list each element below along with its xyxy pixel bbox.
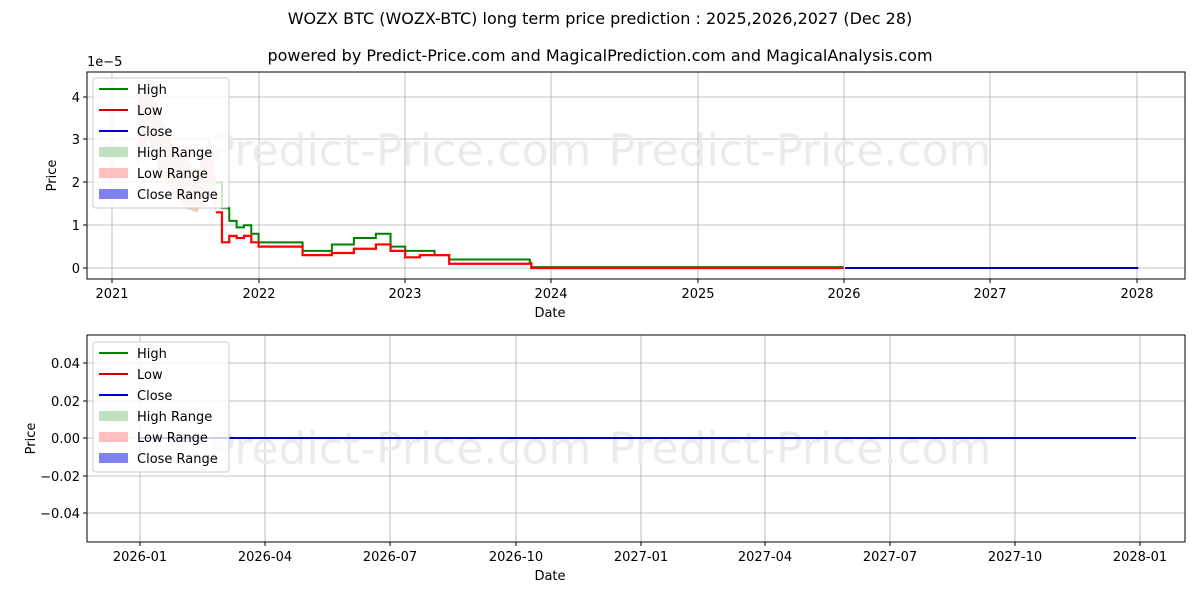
legend-label: Close Range	[137, 188, 218, 203]
x-tick-label: 2027-01	[614, 550, 668, 565]
y-tick-label: 0.00	[51, 432, 80, 447]
legend-patch-swatch	[99, 147, 128, 157]
x-tick-label: 2022	[242, 287, 275, 302]
legend: High Low Close High Range Low Range Close Ran…	[92, 341, 230, 473]
x-tick-label: 2026	[827, 287, 860, 302]
legend-label: High Range	[137, 410, 212, 425]
x-tick-label: 2026-07	[363, 550, 417, 565]
y-tick-label: 0	[72, 262, 80, 277]
x-tick-label: 2024	[534, 287, 567, 302]
y-tick-label: −0.02	[40, 470, 80, 485]
high-line	[216, 181, 844, 269]
x-tick-label: 2027-04	[738, 550, 792, 565]
x-tick-label: 2028	[1120, 287, 1153, 302]
y-tick-label: 1	[72, 219, 80, 234]
legend-label: Low	[137, 104, 163, 119]
watermark-text: Predict-Price.com	[609, 424, 992, 475]
y-scale-label: 1e−5	[87, 55, 122, 70]
x-tick-label: 2027-07	[863, 550, 917, 565]
x-tick-label: 2027	[973, 287, 1006, 302]
y-tick-label: 0.02	[51, 395, 80, 410]
legend-patch-swatch	[99, 453, 128, 463]
x-tick-label: 2027-10	[988, 550, 1042, 565]
y-tick-label: 3	[72, 133, 80, 148]
x-tick-label: 2026-04	[238, 550, 292, 565]
y-tick-label: −0.04	[40, 507, 80, 522]
legend-label: High	[137, 347, 167, 362]
legend-label: Low Range	[137, 167, 208, 182]
x-axis-label: Date	[534, 306, 565, 321]
x-tick-label: 2026-10	[489, 550, 543, 565]
legend-patch-swatch	[99, 168, 128, 178]
low-line	[216, 211, 844, 270]
x-tick-label: 2028-01	[1113, 550, 1167, 565]
y-tick-label: 2	[72, 176, 80, 191]
chart-subtitle: powered by Predict-Price.com and Magical…	[267, 46, 933, 65]
y-axis-label: Price	[24, 423, 39, 455]
x-tick-label: 2023	[388, 287, 421, 302]
axes-frame	[86, 71, 1186, 280]
legend-patch-swatch	[99, 189, 128, 199]
y-axis-label: Price	[45, 160, 60, 192]
legend-label: Close	[137, 389, 172, 404]
x-tick-label: 2021	[95, 287, 128, 302]
legend-label: Close	[137, 125, 172, 140]
watermark-text: Predict-Price.com	[609, 126, 992, 177]
legend-label: Close Range	[137, 452, 218, 467]
y-tick-label: 0.04	[51, 357, 80, 372]
legend-label: High Range	[137, 146, 212, 161]
legend-patch-swatch	[99, 411, 128, 421]
legend-label: Low Range	[137, 431, 208, 446]
watermark-text: Predict-Price.com	[209, 424, 592, 475]
legend: High Low Close High Range Low Range Close Ran…	[92, 77, 230, 209]
watermark-text: Predict-Price.com	[209, 126, 592, 177]
y-tick-label: 4	[72, 91, 80, 106]
x-tick-label: 2026-01	[113, 550, 167, 565]
legend-label: Low	[137, 368, 163, 383]
x-axis-label: Date	[534, 569, 565, 584]
bottom-plot: Predict-Price.com Predict-Price.com 2026-0…	[24, 334, 1186, 584]
legend-patch-swatch	[99, 432, 128, 442]
legend-label: High	[137, 83, 167, 98]
chart-title: WOZX BTC (WOZX-BTC) long term price pred…	[287, 9, 913, 28]
x-tick-label: 2025	[681, 287, 714, 302]
